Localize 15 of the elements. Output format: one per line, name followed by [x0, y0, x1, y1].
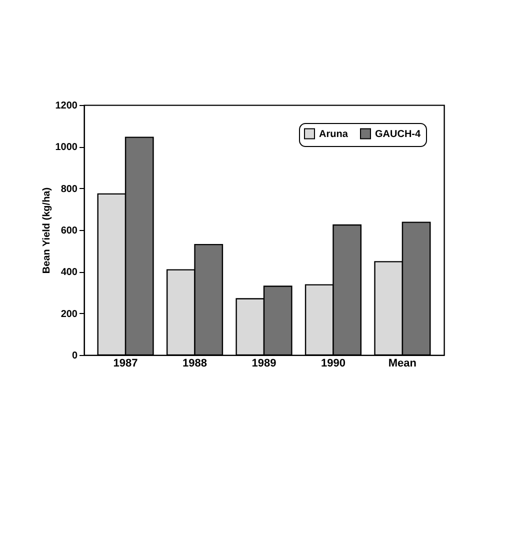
legend-label: GAUCH-4 — [375, 128, 421, 140]
legend-label: Aruna — [319, 128, 348, 140]
y-tick-label: 1000 — [55, 142, 78, 154]
y-axis-title: Bean Yield (kg/ha) — [41, 187, 52, 274]
x-tick-label: 1988 — [182, 358, 208, 370]
y-tick-label: 800 — [60, 184, 78, 195]
y-tick-label: 200 — [60, 308, 78, 320]
x-tick-label: 1990 — [320, 358, 346, 370]
y-tick-label: 600 — [60, 226, 78, 236]
x-tick-label: Mean — [388, 358, 417, 370]
y-tick-label: 400 — [60, 267, 78, 278]
y-tick-label: 1200 — [55, 100, 78, 112]
x-tick-label: 1987 — [113, 358, 138, 370]
x-tick-label: 1989 — [252, 358, 276, 370]
y-tick-label: 0 — [72, 350, 78, 362]
